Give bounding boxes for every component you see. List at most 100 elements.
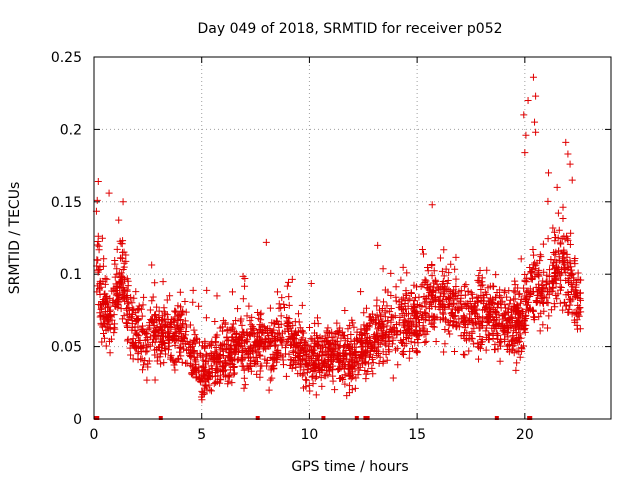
data-point	[294, 370, 302, 378]
data-point	[569, 295, 577, 303]
data-point	[551, 228, 559, 236]
data-point	[230, 363, 238, 371]
data-point	[562, 291, 570, 299]
data-point	[202, 350, 210, 358]
data-point	[224, 336, 232, 344]
data-point	[205, 375, 213, 383]
data-point	[251, 338, 259, 346]
data-point	[336, 374, 344, 382]
data-point	[117, 274, 125, 282]
data-point	[310, 364, 318, 372]
data-point	[344, 325, 352, 333]
data-point	[396, 313, 404, 321]
data-point	[285, 301, 293, 309]
data-point	[313, 352, 321, 360]
data-point	[171, 314, 179, 322]
data-point	[381, 313, 389, 321]
data-point	[123, 337, 131, 345]
data-point	[322, 343, 330, 351]
data-point	[95, 246, 103, 254]
data-point	[486, 297, 494, 305]
data-point	[369, 341, 377, 349]
data-point	[191, 331, 199, 339]
data-point	[486, 307, 494, 315]
data-point	[381, 339, 389, 347]
data-point	[448, 290, 456, 298]
data-point	[216, 353, 224, 361]
data-point	[324, 324, 332, 332]
data-point	[566, 271, 574, 279]
data-point	[375, 324, 383, 332]
data-point	[510, 287, 518, 295]
data-point	[441, 340, 449, 348]
data-point	[266, 304, 274, 312]
data-point	[314, 338, 322, 346]
data-point	[101, 274, 109, 282]
data-point	[382, 329, 390, 337]
data-point	[436, 254, 444, 262]
data-point	[112, 302, 120, 310]
data-point	[374, 350, 382, 358]
data-point	[513, 359, 521, 367]
data-point	[199, 389, 207, 397]
data-point	[553, 295, 561, 303]
data-point	[298, 301, 306, 309]
data-point	[201, 339, 209, 347]
data-point	[485, 312, 493, 320]
data-point	[516, 330, 524, 338]
data-point	[151, 376, 159, 384]
data-point	[195, 302, 203, 310]
data-point	[431, 314, 439, 322]
data-point	[122, 257, 130, 265]
data-point	[186, 321, 194, 329]
data-point	[457, 332, 465, 340]
data-point	[255, 342, 263, 350]
data-point	[430, 323, 438, 331]
data-point	[111, 273, 119, 281]
data-point	[362, 304, 370, 312]
data-point	[131, 343, 139, 351]
data-point	[555, 247, 563, 255]
data-point	[313, 373, 321, 381]
data-point	[132, 288, 140, 296]
data-point	[237, 315, 245, 323]
data-point	[249, 341, 257, 349]
baseline-marker	[321, 416, 326, 420]
data-point	[158, 327, 166, 335]
data-point	[119, 198, 127, 206]
data-point	[354, 371, 362, 379]
data-point	[228, 323, 236, 331]
data-point	[449, 321, 457, 329]
data-point	[455, 323, 463, 331]
data-point	[531, 118, 539, 126]
data-point	[387, 318, 395, 326]
data-point	[203, 374, 211, 382]
data-point	[153, 303, 161, 311]
data-point	[213, 359, 221, 367]
data-point	[511, 307, 519, 315]
data-point	[458, 304, 466, 312]
data-point	[418, 311, 426, 319]
data-point	[535, 313, 543, 321]
data-point	[329, 372, 337, 380]
data-point	[561, 263, 569, 271]
data-point	[549, 224, 557, 232]
data-point	[360, 309, 368, 317]
data-point	[540, 299, 548, 307]
data-point	[544, 235, 552, 243]
data-point	[439, 309, 447, 317]
data-point	[229, 348, 237, 356]
data-point	[166, 292, 174, 300]
data-point	[326, 364, 334, 372]
data-point	[227, 343, 234, 351]
data-point	[345, 389, 353, 397]
data-point	[574, 309, 582, 317]
data-point	[173, 321, 181, 329]
data-point	[98, 338, 106, 346]
data-point	[319, 351, 327, 359]
data-point	[103, 275, 111, 283]
data-point	[100, 299, 108, 307]
data-point	[122, 319, 130, 327]
data-point	[241, 339, 249, 347]
